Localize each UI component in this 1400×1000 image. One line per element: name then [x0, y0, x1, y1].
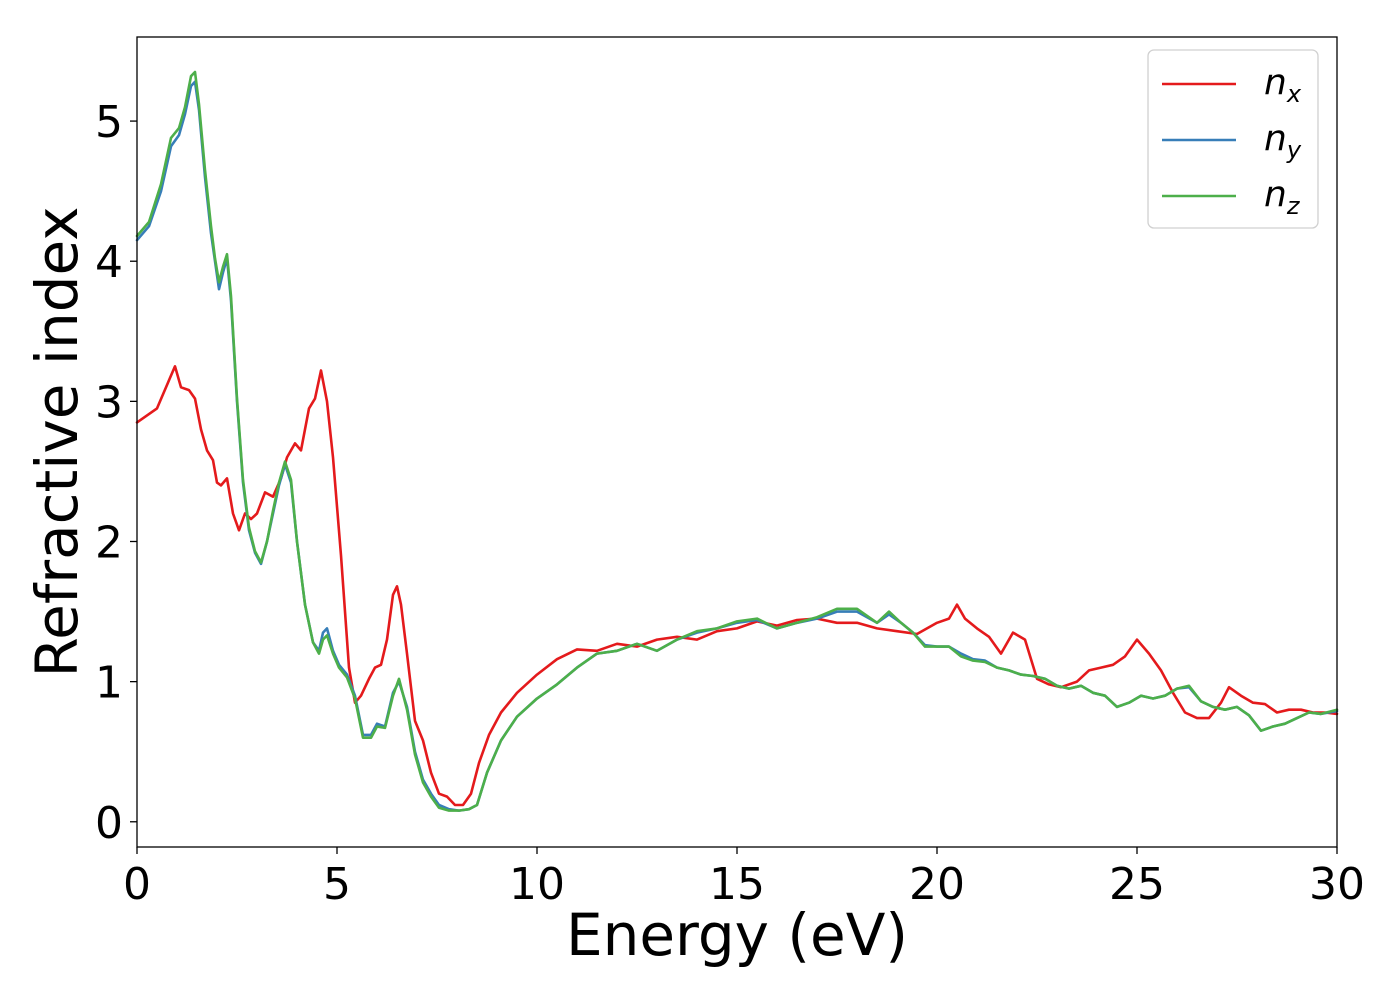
- legend-label-base: n: [1264, 118, 1287, 159]
- series-line-z: [135, 70, 1339, 812]
- y-tick-label: 5: [95, 97, 123, 148]
- y-tick-label: 4: [95, 237, 123, 288]
- legend-label-subscript: y: [1286, 136, 1302, 164]
- y-axis-title: Refractive index: [23, 206, 91, 677]
- y-tick-label: 2: [95, 517, 123, 568]
- y-tick-label: 0: [95, 798, 123, 849]
- legend-label-base: n: [1264, 62, 1287, 103]
- plot-lines: [135, 70, 1339, 812]
- legend-label-x: nx: [1264, 62, 1302, 108]
- legend-label-base: n: [1264, 174, 1287, 215]
- x-tick-label: 15: [709, 859, 765, 910]
- series-line-x: [135, 365, 1339, 807]
- x-axis-title: Energy (eV): [566, 901, 908, 969]
- x-tick-label: 5: [323, 859, 351, 910]
- y-axis-ticks: 0 1 2 3 4 5: [95, 97, 137, 849]
- x-tick-label: 30: [1309, 859, 1365, 910]
- x-tick-label: 10: [509, 859, 565, 910]
- x-tick-label: 25: [1109, 859, 1165, 910]
- x-axis-ticks: 0 5 10 15 20 25 30: [123, 847, 1365, 910]
- legend-label-z: nz: [1264, 174, 1301, 220]
- x-tick-label: 0: [123, 859, 151, 910]
- y-tick-label: 3: [95, 377, 123, 428]
- x-tick-label: 20: [909, 859, 965, 910]
- legend-label-subscript: z: [1286, 192, 1301, 220]
- legend-label-subscript: x: [1286, 80, 1302, 108]
- y-tick-label: 1: [95, 658, 123, 709]
- legend-label-y: ny: [1264, 118, 1302, 164]
